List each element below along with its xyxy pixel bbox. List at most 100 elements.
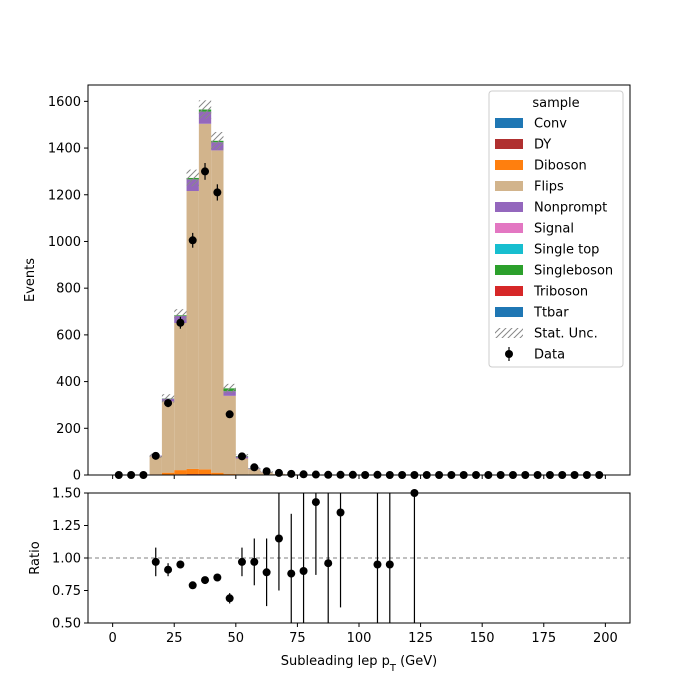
ratio-y-tick-label-0: 0.50 [52, 617, 81, 632]
x-tick-label-7: 175 [531, 631, 556, 646]
legend-swatch-data [505, 350, 513, 358]
bar-flips-bin-11 [248, 469, 261, 475]
ratio-point-9 [262, 568, 271, 577]
data-point-4 [164, 399, 173, 408]
data-point-15 [299, 470, 308, 479]
bar-flips-bin-3 [149, 456, 162, 475]
ratio-point-7 [237, 557, 246, 566]
ratio-x-ticks: 0 25 50 75 100 125 150 175 200 [108, 623, 618, 646]
ratio-point-4 [201, 576, 210, 585]
y-tick-label-8: 1600 [48, 95, 81, 110]
legend-swatch-single-top [495, 244, 523, 254]
bar-diboson-bin-6 [186, 468, 199, 475]
data-point-14 [287, 469, 296, 478]
main-x-ticks [112, 475, 606, 479]
data-point-13 [274, 468, 283, 477]
stat-unc-bin-5 [174, 309, 187, 322]
legend-title: sample [532, 96, 579, 111]
ratio-point-15 [336, 508, 345, 517]
bar-flips-bin-4 [161, 401, 175, 473]
legend-swatch-conv [495, 118, 523, 128]
ratio-y-ticks: 0.50 0.75 1.00 1.25 1.50 [52, 487, 88, 632]
y-tick-label-0: 0 [73, 469, 81, 484]
bar-diboson-bin-4 [161, 472, 175, 475]
y-tick-label-6: 1200 [48, 188, 81, 203]
data-point-12 [262, 467, 271, 476]
data-point-10 [237, 452, 246, 461]
data-point-9 [225, 410, 234, 419]
ratio-point-16 [373, 560, 382, 569]
legend-swatch-stat-unc [495, 328, 523, 338]
x-axis-label-main: Subleading lep p [281, 654, 390, 669]
legend-label-signal: Signal [534, 222, 574, 237]
ratio-point-6 [225, 594, 234, 603]
legend-label-nonprompt: Nonprompt [534, 201, 607, 216]
ratio-y-tick-label-2: 1.00 [52, 552, 81, 567]
x-tick-label-3: 75 [289, 631, 306, 646]
x-tick-label-1: 25 [166, 631, 183, 646]
stat-unc-bin-4 [161, 394, 175, 403]
bar-flips-bin-5 [174, 322, 187, 471]
y-axis-label: Events [23, 258, 38, 302]
x-tick-label-6: 150 [470, 631, 495, 646]
ratio-y-tick-label-3: 1.25 [52, 519, 81, 534]
ratio-point-14 [324, 559, 333, 568]
legend-swatch-singleboson [495, 265, 523, 275]
legend-label-ttbar: Ttbar [533, 306, 569, 321]
main-panel: 0 200 400 600 800 1000 1200 1400 1600 Events [23, 84, 631, 484]
data-point-11 [250, 463, 259, 472]
ratio-point-12 [299, 567, 308, 575]
legend-swatch-diboson [495, 160, 523, 170]
data-point-3 [151, 451, 160, 460]
bar-nonprompt-bin-9 [223, 391, 236, 396]
data-point-7 [201, 167, 210, 176]
x-tick-label-8: 200 [593, 631, 618, 646]
main-y-ticks: 0 200 400 600 800 1000 1200 1400 1600 [48, 95, 88, 484]
bar-diboson-bin-9 [223, 474, 236, 475]
ratio-point-13 [311, 498, 320, 507]
ratio-y-axis-label: Ratio [28, 541, 43, 574]
ratio-points [151, 489, 419, 623]
ratio-point-5 [213, 573, 222, 582]
stat-unc-bin-7 [198, 100, 212, 119]
bar-flips-bin-9 [223, 395, 236, 475]
legend: sample Conv DY Diboson Flips Nonprompt Signal… [488, 90, 624, 368]
legend-swatch-triboson [495, 286, 523, 296]
y-tick-label-3: 600 [56, 328, 81, 343]
bar-diboson-bin-5 [174, 470, 187, 475]
x-axis-label-unit: (GeV) [396, 654, 437, 669]
x-tick-label-0: 0 [108, 631, 116, 646]
y-tick-label-1: 200 [56, 422, 81, 437]
y-tick-label-7: 1400 [48, 142, 81, 157]
ratio-point-11 [287, 569, 296, 578]
y-tick-label-4: 800 [56, 282, 81, 297]
legend-label-singleboson: Singleboson [534, 264, 613, 279]
legend-label-diboson: Diboson [534, 159, 587, 174]
bar-flips-bin-6 [186, 191, 199, 469]
ratio-point-10 [274, 534, 283, 543]
ratio-point-8 [250, 557, 259, 566]
legend-label-single-top: Single top [534, 243, 599, 258]
legend-swatch-dy [495, 139, 523, 149]
legend-label-flips: Flips [534, 180, 564, 195]
ratio-y-tick-label-4: 1.50 [52, 487, 81, 502]
ratio-point-3 [188, 581, 197, 590]
legend-items: Conv DY Diboson Flips Nonprompt Signal Single … [495, 117, 613, 363]
bar-diboson-bin-7 [198, 469, 212, 475]
legend-swatch-flips [495, 181, 523, 191]
bar-flips-bin-8 [211, 150, 224, 473]
data-point-8 [213, 188, 222, 197]
y-tick-label-2: 400 [56, 375, 81, 390]
data-point-5 [176, 318, 185, 327]
ratio-point-0 [151, 557, 160, 566]
ratio-point-2 [176, 560, 185, 569]
ratio-point-17 [385, 560, 394, 569]
x-axis-label-subscript: T [389, 663, 397, 674]
ratio-y-tick-label-1: 0.75 [52, 584, 81, 599]
legend-swatch-ttbar [495, 307, 523, 317]
bar-flips-bin-7 [198, 123, 212, 470]
x-tick-label-5: 125 [408, 631, 433, 646]
bar-flips-bin-10 [235, 458, 249, 475]
stat-unc-bin-6 [186, 169, 199, 187]
